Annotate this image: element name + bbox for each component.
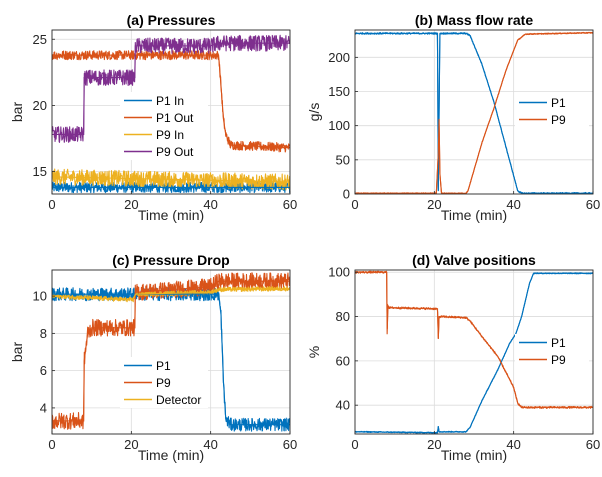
legend-label: Detector (156, 393, 201, 407)
legend-label: P9 Out (156, 145, 194, 159)
x-axis-label: Time (min) (138, 447, 204, 463)
y-axis-label: bar (9, 342, 25, 363)
x-axis-label: Time (min) (441, 447, 507, 463)
legend-label: P1 (551, 96, 566, 110)
y-axis-label: % (306, 346, 322, 358)
y-tick-label: 15 (33, 164, 47, 179)
y-tick-label: 100 (328, 118, 350, 133)
x-tick-label: 20 (427, 197, 441, 212)
x-tick-label: 0 (48, 437, 55, 452)
x-tick-label: 60 (283, 437, 297, 452)
legend-box (515, 94, 589, 128)
x-tick-label: 0 (48, 197, 55, 212)
y-axis-label: g/s (306, 103, 322, 122)
legend-label: P9 (551, 353, 566, 367)
axes-box (51, 29, 291, 195)
legend: P1 P9 Detector (120, 357, 208, 408)
x-tick-label: 60 (586, 197, 600, 212)
y-tick-label: 50 (336, 152, 350, 167)
y-tick-label: 200 (328, 50, 350, 65)
panel-pressure-drop: (c) Pressure Drop Time (min) bar 0 20 40 60… (9, 252, 297, 463)
y-tick-label: 10 (33, 289, 47, 304)
axes-box (51, 269, 291, 435)
y-tick-label: 80 (336, 309, 350, 324)
x-tick-label: 40 (506, 437, 520, 452)
legend-label: P1 In (156, 94, 184, 108)
legend-label: P9 (156, 376, 171, 390)
x-tick-label: 60 (586, 437, 600, 452)
x-tick-label: 0 (351, 437, 358, 452)
panel-mass-flow-rate: (b) Mass flow rate Time (min) g/s 0 20 40 6… (306, 12, 600, 223)
y-tick-label: 20 (33, 98, 47, 113)
x-tick-label: 20 (124, 437, 138, 452)
series-line-detector (52, 286, 290, 303)
series-trend (52, 176, 290, 183)
series-trend (52, 42, 290, 136)
y-tick-label: 100 (328, 265, 350, 280)
legend-label: P1 Out (156, 111, 194, 125)
y-tick-label: 6 (40, 363, 47, 378)
legend: P1 In P1 Out P9 In P9 Out (120, 92, 208, 160)
chart-title: (d) Valve positions (412, 252, 536, 268)
series-trend (52, 280, 290, 422)
panel-pressures: (a) Pressures Time (min) bar 0 20 40 60 15 20… (9, 12, 297, 223)
x-tick-label: 40 (506, 197, 520, 212)
x-tick-label: 20 (124, 197, 138, 212)
series-trend (355, 272, 593, 434)
y-tick-label: 0 (343, 187, 350, 202)
legend-label: P9 In (156, 128, 184, 142)
y-tick-label: 25 (33, 32, 47, 47)
axes-box (354, 29, 594, 195)
y-tick-label: 40 (336, 398, 350, 413)
y-tick-label: 60 (336, 353, 350, 368)
y-tick-label: 4 (40, 400, 47, 415)
x-axis-label: Time (min) (138, 207, 204, 223)
series-trend (355, 32, 593, 194)
series-trend (355, 271, 593, 408)
legend-label: P1 (156, 359, 171, 373)
chart-title: (b) Mass flow rate (415, 12, 533, 28)
chart-title: (a) Pressures (127, 12, 216, 28)
series-trend (52, 288, 290, 301)
x-tick-label: 60 (283, 197, 297, 212)
axes-box (354, 269, 594, 435)
series-trend (355, 32, 593, 194)
legend-box (515, 334, 589, 368)
series-line-p9-out (52, 34, 290, 143)
y-axis-label: bar (9, 102, 25, 123)
legend-box (120, 92, 208, 160)
chart-title: (c) Pressure Drop (112, 252, 229, 268)
y-tick-label: 8 (40, 326, 47, 341)
series-trend (52, 54, 290, 149)
x-tick-label: 40 (203, 437, 217, 452)
x-tick-label: 20 (427, 437, 441, 452)
y-tick-label: 150 (328, 84, 350, 99)
legend-label: P1 (551, 336, 566, 350)
x-tick-label: 0 (351, 197, 358, 212)
legend-label: P9 (551, 113, 566, 127)
x-axis-label: Time (min) (441, 207, 507, 223)
series-trend (52, 293, 290, 426)
x-tick-label: 40 (203, 197, 217, 212)
panel-valve-positions: (d) Valve positions Time (min) % 0 20 40 60… (306, 252, 600, 463)
